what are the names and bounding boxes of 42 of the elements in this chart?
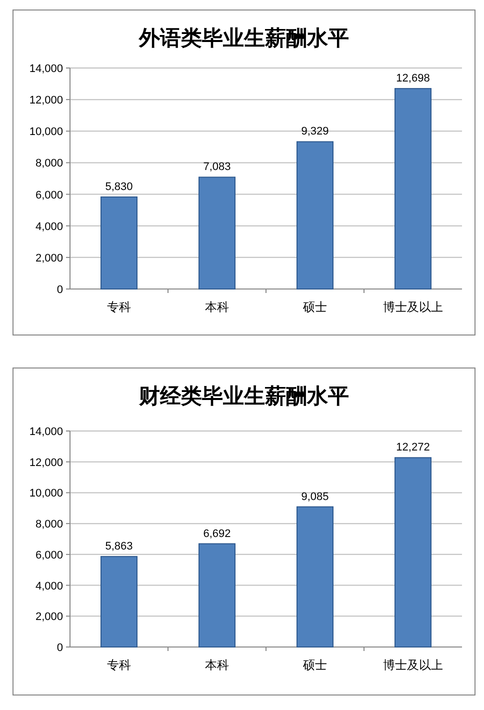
y-tick-label: 0	[56, 284, 63, 296]
y-tick-label: 8,000	[35, 518, 63, 531]
y-tick-label: 2,000	[35, 252, 63, 264]
bar	[394, 88, 432, 290]
bar	[394, 457, 432, 648]
y-tick-label: 10,000	[29, 126, 63, 138]
bar	[198, 543, 236, 648]
x-tick-label: 专科	[107, 658, 131, 672]
y-tick-label: 6,000	[35, 189, 63, 202]
x-tick-label: 博士及以上	[383, 658, 443, 672]
y-tick-label: 8,000	[35, 158, 63, 170]
y-tick-label: 2,000	[35, 611, 63, 624]
x-tick-label: 本科	[205, 300, 229, 314]
y-tick-label: 12,000	[29, 456, 63, 469]
y-tick-label: 14,000	[29, 426, 63, 438]
bar	[100, 196, 138, 290]
data-label: 12,698	[396, 72, 430, 85]
y-tick-label: 0	[56, 642, 63, 654]
bar	[296, 506, 334, 648]
data-label: 5,830	[105, 180, 133, 193]
data-label: 12,272	[396, 442, 430, 454]
data-label: 5,863	[105, 540, 133, 553]
x-tick-label: 硕士	[302, 300, 327, 314]
data-label: 6,692	[203, 528, 231, 540]
x-tick-label: 本科	[205, 658, 229, 672]
y-tick-label: 6,000	[35, 549, 63, 562]
bar	[100, 556, 138, 648]
x-tick-label: 专科	[107, 300, 131, 314]
x-tick-label: 硕士	[302, 658, 327, 672]
y-tick-label: 10,000	[29, 488, 63, 500]
chart-title: 财经类毕业生薪酬水平	[138, 385, 349, 408]
y-tick-label: 14,000	[29, 63, 63, 75]
x-tick-label: 博士及以上	[383, 300, 443, 314]
chart-title: 外语类毕业生薪酬水平	[138, 27, 349, 50]
bar	[198, 176, 236, 290]
y-tick-label: 12,000	[29, 94, 63, 107]
data-label: 9,329	[301, 126, 329, 138]
y-tick-label: 4,000	[35, 580, 63, 592]
data-label: 7,083	[203, 161, 231, 174]
y-tick-label: 4,000	[35, 220, 63, 233]
data-label: 9,085	[301, 490, 329, 503]
bar	[296, 141, 334, 290]
